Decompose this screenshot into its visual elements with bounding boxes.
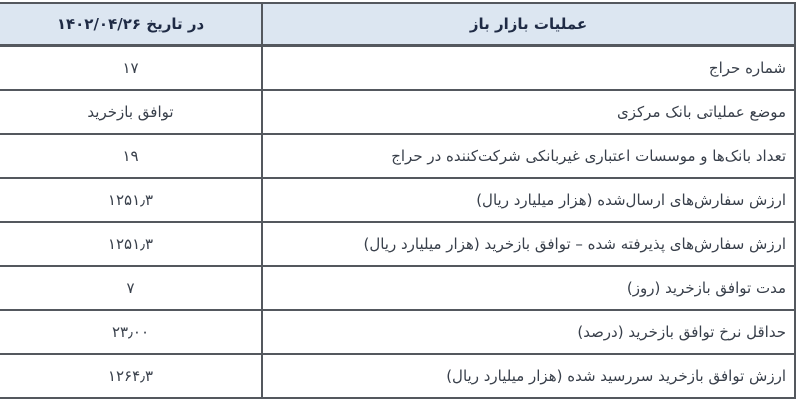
row-value: ۱۲۶۴٫۳ [0,353,263,399]
table-row-auction-number: شماره حراج ۱۷ [0,44,796,91]
row-label: شماره حراج [261,44,796,91]
row-value: ۱۷ [0,44,263,91]
row-label: ارزش سفارش‌های پذیرفته شده – توافق بازخر… [261,221,796,267]
row-label: تعداد بانک‌ها و موسسات اعتباری غیربانکی … [261,133,796,179]
row-value: ۲۳٫۰۰ [0,309,263,355]
header-operations-title: عملیات بازار باز [261,2,796,47]
table-row-submitted-orders-value: ارزش سفارش‌های ارسال‌شده (هزار میلیارد ر… [0,177,796,223]
table-row-min-repo-rate: حداقل نرخ توافق بازخرید (درصد) ۲۳٫۰۰ [0,309,796,355]
header-date: در تاریخ ۱۴۰۲/۰۴/۲۶ [0,2,263,47]
row-label: موضع عملیاتی بانک مرکزی [261,89,796,135]
row-value: ۷ [0,265,263,311]
header-row: عملیات بازار باز در تاریخ ۱۴۰۲/۰۴/۲۶ [0,2,796,47]
row-value: توافق بازخرید [0,89,263,135]
table-row-matured-repo-value: ارزش توافق بازخرید سررسید شده (هزار میلی… [0,353,796,399]
row-value: ۱۲۵۱٫۳ [0,177,263,223]
table-row-accepted-orders-value: ارزش سفارش‌های پذیرفته شده – توافق بازخر… [0,221,796,267]
row-label: حداقل نرخ توافق بازخرید (درصد) [261,309,796,355]
row-value: ۱۹ [0,133,263,179]
row-label: ارزش توافق بازخرید سررسید شده (هزار میلی… [261,353,796,399]
table-row-repo-duration: مدت توافق بازخرید (روز) ۷ [0,265,796,311]
row-value: ۱۲۵۱٫۳ [0,221,263,267]
row-label: مدت توافق بازخرید (روز) [261,265,796,311]
table-row-operational-position: موضع عملیاتی بانک مرکزی توافق بازخرید [0,89,796,135]
row-label: ارزش سفارش‌های ارسال‌شده (هزار میلیارد ر… [261,177,796,223]
table-row-participant-count: تعداد بانک‌ها و موسسات اعتباری غیربانکی … [0,133,796,179]
open-market-operations-table: عملیات بازار باز در تاریخ ۱۴۰۲/۰۴/۲۶ شما… [0,2,796,399]
